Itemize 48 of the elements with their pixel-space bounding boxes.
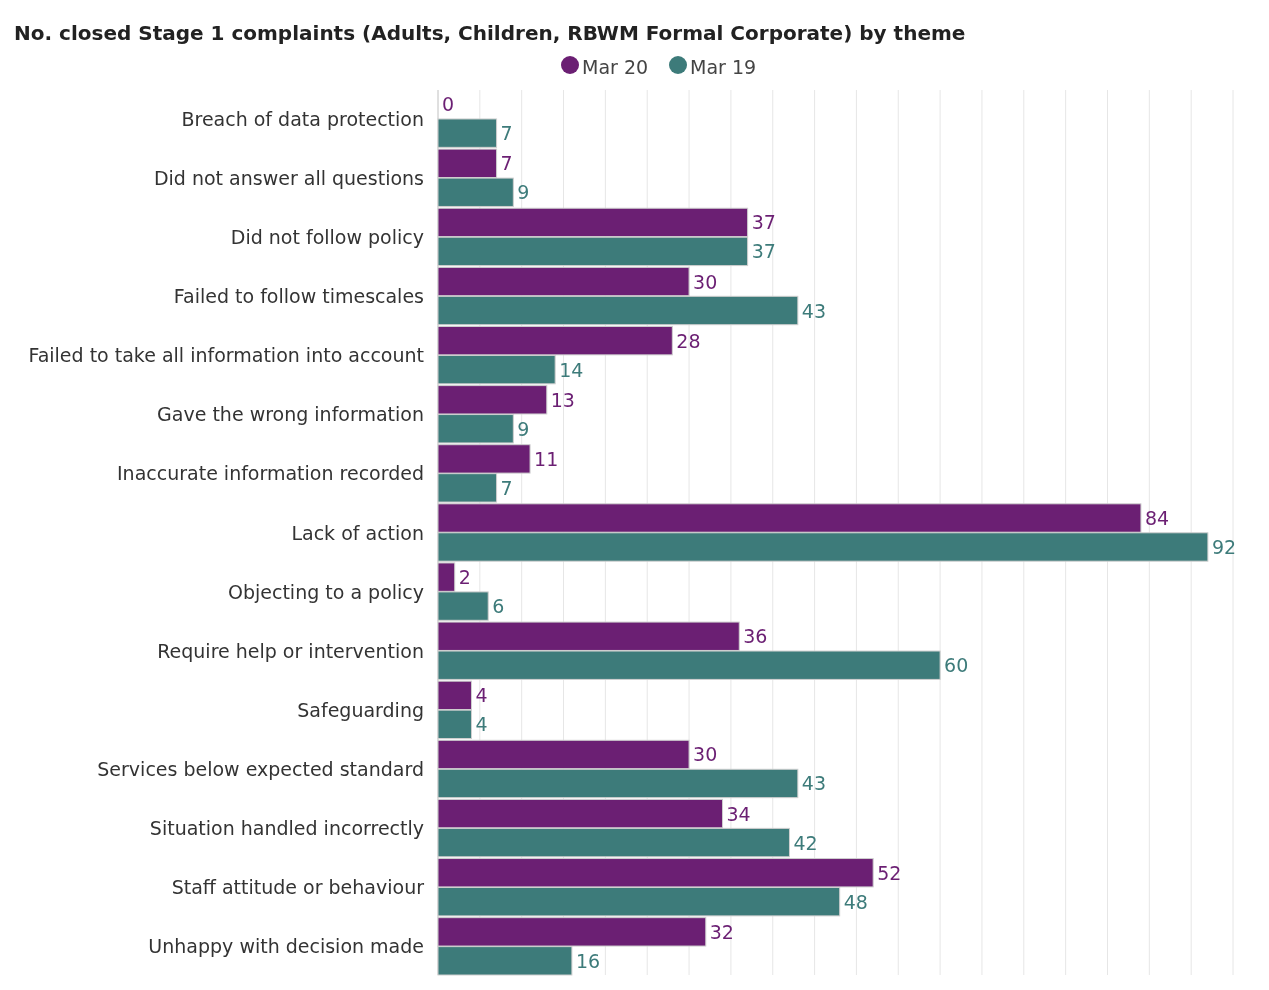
data-label: 14 [559, 358, 584, 381]
data-label: 4 [475, 713, 488, 736]
y-tick-label: Objecting to a policy [227, 580, 424, 603]
y-tick-label: Inaccurate information recorded [117, 462, 424, 485]
data-label: 7 [500, 152, 513, 175]
y-tick-label: Did not answer all questions [153, 166, 424, 189]
data-label: 0 [442, 93, 455, 116]
y-tick-label: Gave the wrong information [157, 403, 424, 426]
data-label: 9 [517, 417, 530, 440]
data-label: 36 [743, 625, 768, 648]
y-tick-label: Lack of action [291, 521, 424, 544]
data-label: 42 [793, 831, 818, 854]
y-tick-label: Staff attitude or behaviour [171, 876, 425, 899]
data-label: 30 [693, 743, 718, 766]
data-label: 37 [751, 240, 776, 263]
data-label: 7 [500, 122, 513, 145]
legend-label: Mar 19 [690, 56, 757, 78]
data-label: 9 [517, 181, 530, 204]
legend-label: Mar 20 [582, 56, 649, 78]
data-label: 32 [709, 920, 734, 943]
data-label: 60 [944, 654, 969, 677]
y-tick-label: Require help or intervention [157, 639, 424, 662]
y-tick-label: Safeguarding [297, 698, 424, 721]
y-tick-label: Breach of data protection [181, 107, 424, 130]
y-tick-label: Services below expected standard [97, 757, 424, 780]
y-tick-label: Failed to follow timescales [173, 285, 424, 308]
y-tick-label: Failed to take all information into account [28, 344, 424, 367]
data-label: 4 [475, 684, 488, 707]
data-label: 92 [1211, 535, 1237, 558]
data-label: 43 [801, 299, 827, 322]
data-label: 13 [550, 388, 575, 411]
y-tick-label: Did not follow policy [230, 225, 424, 248]
data-label: 6 [492, 595, 505, 618]
data-label: 16 [575, 949, 601, 972]
y-tick-label: Unhappy with decision made [148, 935, 424, 958]
data-label: 34 [726, 802, 751, 825]
data-label: 28 [676, 329, 701, 352]
data-label: 37 [751, 211, 776, 234]
data-label: 2 [458, 566, 471, 589]
y-tick-label: Situation handled incorrectly [149, 817, 424, 840]
data-label: 11 [534, 447, 559, 470]
data-label: 43 [801, 772, 827, 795]
data-label: 52 [877, 861, 902, 884]
data-label: 7 [500, 476, 513, 499]
data-label: 30 [693, 270, 718, 293]
data-label: 84 [1144, 507, 1170, 530]
data-label: 48 [843, 890, 868, 913]
chart-title: No. closed Stage 1 complaints (Adults, Children, RBWM Formal Corporate) by theme [14, 21, 966, 45]
